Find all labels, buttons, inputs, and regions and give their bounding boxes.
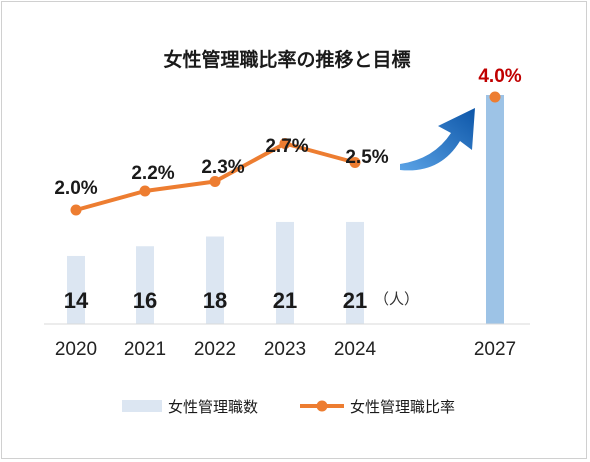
ratio-point-2022 bbox=[209, 176, 221, 187]
ratio-label-2020: 2.0% bbox=[54, 178, 97, 199]
count-unit-label: （人） bbox=[374, 290, 419, 308]
ratio-point-2027 bbox=[489, 91, 501, 103]
x-tick-2022: 2022 bbox=[194, 339, 236, 360]
legend-label-count: 女性管理職数 bbox=[168, 398, 258, 416]
ratio-label-2021: 2.2% bbox=[131, 163, 174, 184]
count-bar-2021 bbox=[136, 246, 154, 324]
x-tick-2020: 2020 bbox=[55, 339, 97, 360]
chart-title: 女性管理職比率の推移と目標 bbox=[163, 48, 410, 71]
count-bar-2022 bbox=[206, 236, 224, 324]
ratio-label-2024: 2.5% bbox=[345, 147, 388, 168]
count-label-2021: 16 bbox=[133, 288, 157, 313]
count-bars bbox=[67, 95, 504, 324]
count-bar-2024 bbox=[346, 221, 364, 324]
count-label-2022: 18 bbox=[203, 288, 227, 313]
ratio-point-2024 bbox=[349, 157, 361, 168]
count-label-2023: 21 bbox=[273, 288, 297, 313]
legend-swatch-ratio-marker bbox=[316, 400, 328, 412]
x-axis-ticks: 2020 2021 2022 2023 2024 2027 bbox=[55, 339, 516, 360]
legend-swatch-count bbox=[122, 400, 162, 412]
ratio-label-2023: 2.7% bbox=[265, 136, 308, 157]
count-bar-2020 bbox=[67, 255, 85, 324]
ratio-label-2027: 4.0% bbox=[478, 66, 521, 87]
count-bar-2023 bbox=[276, 221, 294, 324]
x-tick-2027: 2027 bbox=[474, 339, 516, 360]
count-labels: 14 16 18 21 21 bbox=[64, 288, 367, 313]
growth-arrow-icon bbox=[400, 108, 475, 171]
x-tick-2023: 2023 bbox=[264, 339, 306, 360]
target-bar-2027 bbox=[486, 95, 504, 324]
ratio-point-2021 bbox=[139, 185, 151, 197]
ratio-line bbox=[70, 91, 501, 216]
x-tick-2024: 2024 bbox=[334, 339, 377, 360]
legend-label-ratio: 女性管理職比率 bbox=[350, 398, 455, 416]
ratio-point-2020 bbox=[70, 204, 82, 216]
ratio-label-2022: 2.3% bbox=[201, 157, 244, 178]
legend: 女性管理職数 女性管理職比率 bbox=[122, 398, 455, 416]
ratio-labels: 2.0% 2.2% 2.3% 2.7% 2.5% 4.0% bbox=[54, 66, 521, 199]
ratio-point-2023 bbox=[279, 138, 291, 149]
count-label-2020: 14 bbox=[64, 288, 89, 313]
count-label-2024: 21 bbox=[343, 288, 367, 313]
x-tick-2021: 2021 bbox=[124, 339, 166, 360]
